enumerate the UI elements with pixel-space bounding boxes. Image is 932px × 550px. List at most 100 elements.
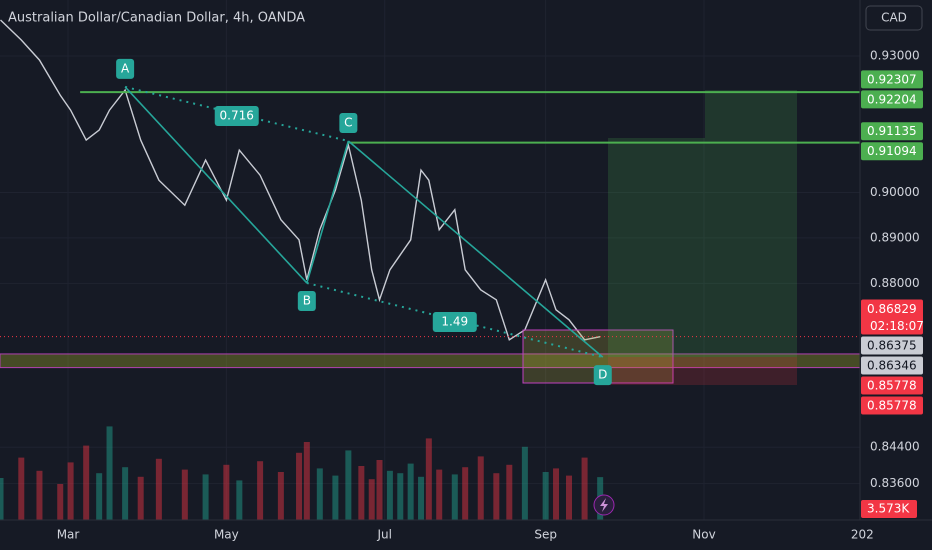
volume-bar — [67, 462, 74, 520]
volume-bar — [345, 450, 352, 520]
volume-bar — [425, 438, 432, 520]
volume-bar — [436, 469, 443, 520]
volume-badge-label: 3.573K — [867, 502, 910, 516]
volume-bar — [316, 468, 323, 520]
price-badge — [861, 122, 923, 141]
volume-bar — [397, 473, 404, 520]
long-stop-zone — [608, 357, 705, 385]
currency-button[interactable] — [865, 5, 923, 31]
volume-bar — [18, 457, 25, 520]
pattern-line — [306, 140, 350, 284]
price-badge-label: 0.86346 — [867, 359, 917, 373]
volume-bar — [303, 442, 310, 520]
long-target-zone — [608, 138, 705, 357]
volume-bar — [83, 445, 90, 520]
x-tick-label: 202 — [851, 528, 874, 542]
symbol-title: Australian Dollar/Canadian Dollar, 4h, O… — [8, 11, 305, 26]
price-badge — [861, 356, 923, 375]
volume-bar — [358, 466, 365, 520]
volume-bar — [368, 479, 375, 520]
volume-bar — [376, 460, 383, 520]
overlay: A B C D 0.716 1.49 — [0, 58, 860, 386]
volume-bar — [418, 476, 425, 520]
volume-bar — [553, 468, 560, 520]
ratio-label: 0.716 — [220, 108, 254, 122]
price-badge-label: 0.85778 — [867, 399, 917, 413]
volume-bar — [407, 463, 414, 520]
volume-bar — [257, 461, 264, 520]
axis-labels: 0.93000 0.90000 0.89000 0.88000 0.84400 0.836… — [57, 48, 924, 541]
pattern-point-badge — [593, 365, 612, 386]
countdown-label: 02:18:07 — [870, 319, 924, 333]
price-badge-label: 0.91094 — [867, 144, 917, 158]
volume-bar — [96, 473, 103, 520]
volume-bar — [155, 458, 162, 520]
volume-bar — [181, 469, 188, 520]
price-badge-label: 0.86375 — [867, 339, 917, 353]
long-stop-zone — [705, 357, 797, 385]
price-line — [0, 19, 601, 341]
plot-area — [0, 0, 863, 520]
pattern-point-label: C — [344, 116, 352, 130]
volume-bar — [57, 484, 64, 520]
price-badge — [861, 376, 923, 395]
volume-bar — [0, 478, 4, 520]
x-tick-label: Jul — [376, 528, 391, 542]
volume-bar — [581, 457, 588, 520]
volume-bar — [451, 474, 458, 520]
volume-bar — [296, 452, 303, 520]
ratio-badge — [432, 312, 477, 333]
pattern-point-badge — [116, 58, 135, 79]
ratio-badge — [214, 105, 259, 126]
price-badge-label: 0.85778 — [867, 379, 917, 393]
y-tick-label: 0.83600 — [870, 476, 920, 490]
pattern-point-badge — [339, 113, 358, 134]
volume-bar — [462, 467, 469, 520]
volume-bar — [106, 426, 113, 520]
volume-bar — [493, 473, 500, 520]
x-tick-label: May — [214, 528, 239, 542]
volume-bar — [542, 472, 549, 520]
price-badge — [861, 90, 923, 109]
volume-bar — [521, 446, 528, 520]
price-badge — [861, 336, 923, 355]
pattern-point-label: B — [303, 293, 311, 307]
y-tick-label: 0.84400 — [870, 440, 920, 454]
price-badge — [861, 396, 923, 415]
volume-bar — [386, 470, 393, 520]
alert-bolt — [600, 498, 608, 512]
ratio-label: 1.49 — [441, 315, 468, 329]
price-badge-label: 0.92204 — [867, 92, 917, 106]
price-badge — [861, 142, 923, 161]
price-badge — [861, 70, 923, 89]
volume-badge — [861, 500, 917, 518]
x-tick-label: Mar — [57, 528, 80, 542]
price-badge-label: 0.92307 — [867, 72, 917, 86]
volume-bar — [236, 480, 243, 520]
x-tick-label: Sep — [534, 528, 557, 542]
volume-bar — [477, 456, 484, 520]
y-tick-label: 0.93000 — [870, 48, 920, 62]
volume-bar — [223, 464, 230, 520]
long-target-zone — [705, 90, 797, 357]
volume-bar — [36, 470, 43, 520]
volume-bar — [566, 475, 573, 520]
volume-bar — [277, 472, 284, 520]
pattern-point-badge — [297, 290, 316, 311]
y-tick-label: 0.90000 — [870, 185, 920, 199]
volume-bar — [506, 464, 513, 520]
pattern-point-label: A — [121, 61, 130, 75]
y-tick-label: 0.89000 — [870, 230, 920, 244]
pattern-point-label: D — [598, 368, 607, 382]
pattern-line — [347, 140, 604, 358]
price-badge — [861, 299, 923, 335]
y-tick-label: 0.88000 — [870, 276, 920, 290]
volume-bar — [122, 467, 129, 520]
price-badge-label: 0.86829 — [867, 302, 917, 316]
x-tick-label: Nov — [692, 528, 715, 542]
pattern-line — [306, 282, 603, 359]
currency-label[interactable]: CAD — [881, 11, 907, 25]
volume-bar — [137, 476, 144, 520]
volume-bar — [332, 475, 339, 520]
